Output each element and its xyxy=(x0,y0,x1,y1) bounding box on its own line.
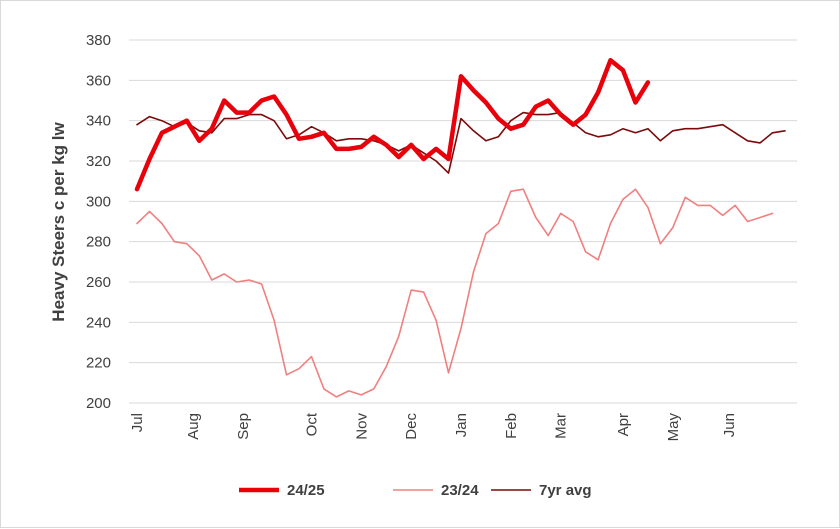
y-tick-label: 260 xyxy=(86,274,111,291)
series-line-1 xyxy=(137,189,773,397)
y-tick-label: 380 xyxy=(86,32,111,49)
x-tick-label: Nov xyxy=(353,413,370,440)
x-tick-label: Apr xyxy=(615,413,632,436)
y-tick-labels: 200 220 240 260 280 300 320 340 360 380 xyxy=(86,32,111,412)
x-tick-label: May xyxy=(665,413,682,442)
series-lines xyxy=(137,60,785,397)
legend: 24/25 23/24 7yr avg xyxy=(239,482,592,499)
x-tick-label: Jun xyxy=(721,413,738,437)
y-tick-label: 340 xyxy=(86,113,111,130)
x-tick-label: Dec xyxy=(403,413,420,440)
y-tick-label: 360 xyxy=(86,72,111,89)
x-tick-label: Jan xyxy=(453,413,470,437)
y-axis-label: Heavy Steers c per kg lw xyxy=(49,122,68,322)
x-tick-label: Feb xyxy=(503,413,520,439)
series-line-0 xyxy=(137,60,648,189)
y-tick-label: 280 xyxy=(86,234,111,251)
y-tick-label: 300 xyxy=(86,193,111,210)
x-tick-label: Aug xyxy=(185,413,202,440)
grid-lines xyxy=(129,40,797,403)
x-tick-label: Sep xyxy=(235,413,252,440)
legend-label: 7yr avg xyxy=(539,482,592,499)
x-tick-label: Mar xyxy=(553,413,570,439)
legend-label: 24/25 xyxy=(287,482,325,499)
y-tick-label: 240 xyxy=(86,314,111,331)
x-tick-labels: Jul Aug Sep Oct Nov Dec Jan Feb Mar Apr May Jun xyxy=(129,412,738,441)
legend-label: 23/24 xyxy=(441,482,479,499)
series-line-2 xyxy=(137,113,785,174)
x-tick-label: Jul xyxy=(129,413,146,432)
y-tick-label: 220 xyxy=(86,355,111,372)
y-tick-label: 320 xyxy=(86,153,111,170)
y-tick-label: 200 xyxy=(86,395,111,412)
x-tick-label: Oct xyxy=(303,412,320,436)
